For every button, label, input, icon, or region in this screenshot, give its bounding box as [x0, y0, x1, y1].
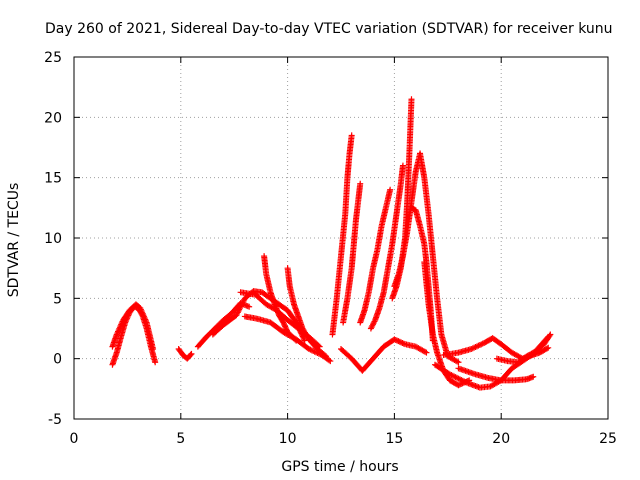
x-tick-label: 25	[599, 431, 617, 447]
data-marks	[109, 96, 554, 391]
y-tick-label: 25	[44, 50, 62, 66]
series-s22	[455, 365, 537, 384]
data-point	[455, 382, 462, 389]
data-point	[455, 359, 462, 366]
series-s15	[391, 150, 424, 290]
data-point	[454, 358, 461, 365]
data-point	[546, 332, 553, 339]
data-point	[423, 349, 430, 356]
data-point	[398, 339, 405, 346]
series-s13	[367, 162, 406, 332]
data-point	[456, 381, 463, 388]
x-tick-labels: 0 5 10 15 20 25	[70, 431, 617, 447]
series-s12	[357, 186, 394, 326]
data-point	[399, 339, 406, 346]
data-point	[357, 180, 364, 187]
x-tick-label: 20	[492, 431, 510, 447]
data-point	[326, 357, 333, 364]
data-point	[396, 338, 403, 345]
series-s10	[329, 132, 355, 338]
y-tick-label: 0	[53, 352, 62, 368]
x-tick-label: 15	[385, 431, 403, 447]
x-axis-label: GPS time / hours	[281, 459, 398, 475]
data-point	[394, 337, 401, 344]
data-point	[348, 132, 355, 139]
data-point	[187, 351, 194, 358]
axis-ticks	[73, 56, 609, 420]
chart-title: Day 260 of 2021, Sidereal Day-to-day VTE…	[45, 21, 613, 37]
y-tick-label: 20	[44, 110, 62, 126]
data-point	[408, 96, 415, 103]
data-point	[282, 324, 289, 331]
series-s8	[284, 265, 330, 360]
y-axis-label: SDTVAR / TECUs	[6, 183, 22, 298]
x-tick-label: 5	[176, 431, 185, 447]
data-point	[280, 320, 287, 327]
y-tick-label: 10	[44, 231, 62, 247]
data-point	[281, 322, 288, 329]
y-tick-label: -5	[48, 412, 62, 428]
series-s4	[194, 300, 253, 350]
data-point	[387, 186, 394, 193]
series-s19	[338, 336, 430, 374]
series-s2	[109, 301, 157, 353]
series-s9	[241, 313, 334, 365]
data-point	[422, 348, 429, 355]
y-tick-label: 5	[53, 291, 62, 307]
y-tick-label: 15	[44, 171, 62, 187]
data-point	[188, 350, 195, 357]
data-point	[399, 162, 406, 169]
x-tick-label: 10	[279, 431, 297, 447]
data-point	[530, 373, 537, 380]
data-point	[545, 344, 552, 351]
data-point	[395, 338, 402, 345]
data-point	[543, 345, 550, 352]
data-point	[152, 359, 159, 366]
y-tick-labels: -5 0 5 10 15 20 25	[44, 50, 62, 428]
data-point	[400, 340, 407, 347]
data-point	[524, 354, 531, 361]
data-point	[392, 336, 399, 343]
data-point	[280, 319, 287, 326]
data-point	[246, 303, 253, 310]
data-point	[391, 336, 398, 343]
data-point	[282, 323, 289, 330]
data-point	[547, 331, 554, 338]
data-point	[150, 346, 157, 353]
data-point	[327, 358, 334, 365]
series-s3	[175, 346, 195, 362]
series-s23	[493, 344, 552, 366]
x-tick-label: 0	[70, 431, 79, 447]
series-s11	[340, 180, 364, 326]
